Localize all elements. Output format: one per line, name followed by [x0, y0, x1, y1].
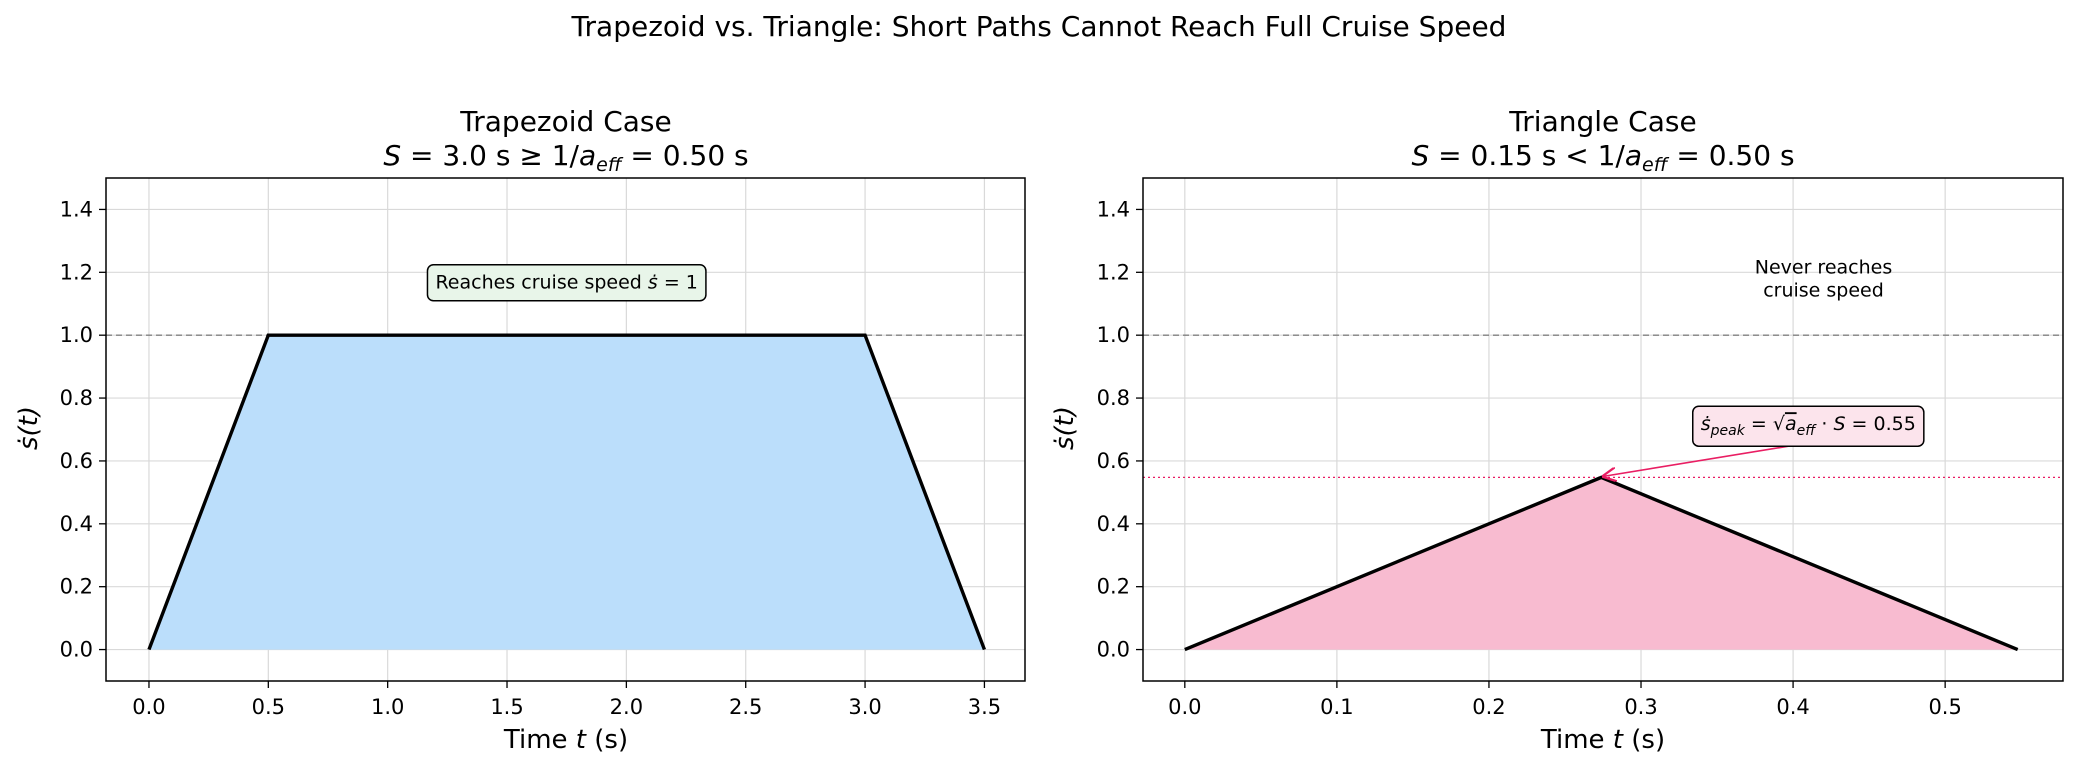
- y-tick-label: 1.2: [1097, 260, 1130, 284]
- y-tick-label: 1.0: [60, 323, 93, 347]
- velocity-area: [149, 335, 984, 649]
- eff-value: = 0.50 s: [1667, 139, 1794, 172]
- x-tick-label: 0.1: [1320, 695, 1353, 719]
- trapezoid-y-ticks: 0.0 0.2 0.4 0.6 0.8 1.0 1.2 1.4: [60, 197, 106, 661]
- eff-subscript: eff: [1797, 423, 1818, 439]
- y-tick-label: 0.0: [1097, 638, 1130, 662]
- y-tick-label: 0.4: [1097, 512, 1130, 536]
- eff-value: = 0.50 s: [622, 139, 749, 172]
- x-tick-label: 0.3: [1624, 695, 1657, 719]
- y-tick-label: 0.6: [1097, 449, 1130, 473]
- x-tick-label: 2.5: [729, 695, 762, 719]
- time-unit: (s): [1623, 725, 1665, 755]
- s-value: = 3.0 s ≥ 1/: [401, 139, 579, 172]
- s-value: = 0.15 s < 1/: [1429, 139, 1625, 172]
- dot-s: ·: [1815, 413, 1833, 435]
- triangle-panel: Triangle Case S = 0.15 s < 1/aeff = 0.50…: [1050, 105, 2063, 755]
- trapezoid-x-ticks: 0.0 0.5 1.0 1.5 2.0 2.5 3.0 3.5: [132, 681, 1001, 719]
- y-tick-label: 1.2: [60, 260, 93, 284]
- velocity-area: [1185, 477, 2018, 649]
- y-tick-label: 1.4: [1097, 197, 1130, 221]
- time-word: Time: [503, 725, 576, 755]
- triangle-y-label: ṡ(t): [1050, 406, 1080, 450]
- triangle-x-label: Time t (s): [1540, 725, 1665, 755]
- y-tick-label: 0.2: [60, 575, 93, 599]
- cruise-annotation-words: Reaches cruise speed: [435, 272, 647, 294]
- x-tick-label: 3.5: [968, 695, 1001, 719]
- triangle-x-ticks: 0.0 0.1 0.2 0.3 0.4 0.5: [1168, 681, 1962, 719]
- s-symbol: S: [1833, 413, 1845, 435]
- y-tick-label: 0.2: [1097, 575, 1130, 599]
- x-tick-label: 0.2: [1472, 695, 1505, 719]
- a-symbol: a: [579, 139, 596, 172]
- y-tick-label: 1.0: [1097, 323, 1130, 347]
- y-tick-label: 0.6: [60, 449, 93, 473]
- y-tick-label: 1.4: [60, 197, 93, 221]
- x-tick-label: 0.5: [1928, 695, 1961, 719]
- figure-title: Trapezoid vs. Triangle: Short Paths Cann…: [571, 10, 1507, 43]
- triangle-annotation: ṡpeak = √aeff · S = 0.55: [1603, 406, 1924, 476]
- triangle-title: Triangle Case: [1508, 105, 1696, 138]
- x-tick-label: 1.0: [371, 695, 404, 719]
- s-symbol: S: [1411, 139, 1429, 172]
- y-tick-label: 0.0: [60, 638, 93, 662]
- peak-value: = 0.55: [1846, 413, 1916, 435]
- x-tick-label: 2.0: [610, 695, 643, 719]
- x-tick-label: 0.4: [1776, 695, 1809, 719]
- time-unit: (s): [586, 725, 628, 755]
- triangle-y-ticks: 0.0 0.2 0.4 0.6 0.8 1.0 1.2 1.4: [1097, 197, 1143, 661]
- trapezoid-panel: Trapezoid Case S = 3.0 s ≥ 1/aeff = 0.50…: [14, 105, 1025, 755]
- triangle-data: [1185, 477, 2018, 649]
- trapezoid-title: Trapezoid Case: [459, 105, 671, 138]
- trapezoid-y-label: ṡ(t): [14, 406, 44, 450]
- triangle-note: Never reaches cruise speed: [1755, 256, 1893, 301]
- never-reaches-line2: cruise speed: [1763, 279, 1884, 301]
- trapezoid-x-label: Time t (s): [503, 725, 628, 755]
- x-tick-label: 3.0: [848, 695, 881, 719]
- y-tick-label: 0.8: [1097, 386, 1130, 410]
- x-tick-label: 0.5: [252, 695, 285, 719]
- x-tick-label: 0.0: [1168, 695, 1201, 719]
- sdot-symbol: ṡ: [648, 272, 658, 294]
- sqrt-argument: a: [1785, 413, 1797, 435]
- time-word: Time: [1540, 725, 1613, 755]
- trapezoid-data: [149, 335, 985, 650]
- y-tick-label: 0.4: [60, 512, 93, 536]
- s-symbol: S: [383, 139, 401, 172]
- x-tick-label: 1.5: [490, 695, 523, 719]
- eff-subscript: eff: [1642, 154, 1670, 176]
- triangle-subtitle: S = 0.15 s < 1/aeff = 0.50 s: [1411, 139, 1794, 176]
- a-symbol: a: [1625, 139, 1642, 172]
- cruise-annotation-text: Reaches cruise speed ṡ = 1: [435, 272, 697, 294]
- trapezoid-annotation: Reaches cruise speed ṡ = 1: [427, 265, 705, 301]
- cruise-annotation-value: = 1: [658, 272, 698, 294]
- sdot-symbol: ṡ: [1701, 413, 1711, 435]
- triangle-reference: [1143, 335, 2063, 477]
- peak-subscript: peak: [1710, 423, 1746, 439]
- equals-sqrt: = √: [1745, 413, 1786, 435]
- x-tick-label: 0.0: [132, 695, 165, 719]
- y-tick-label: 0.8: [60, 386, 93, 410]
- never-reaches-line1: Never reaches: [1755, 256, 1893, 278]
- eff-subscript: eff: [596, 154, 624, 176]
- trapezoid-subtitle: S = 3.0 s ≥ 1/aeff = 0.50 s: [383, 139, 748, 176]
